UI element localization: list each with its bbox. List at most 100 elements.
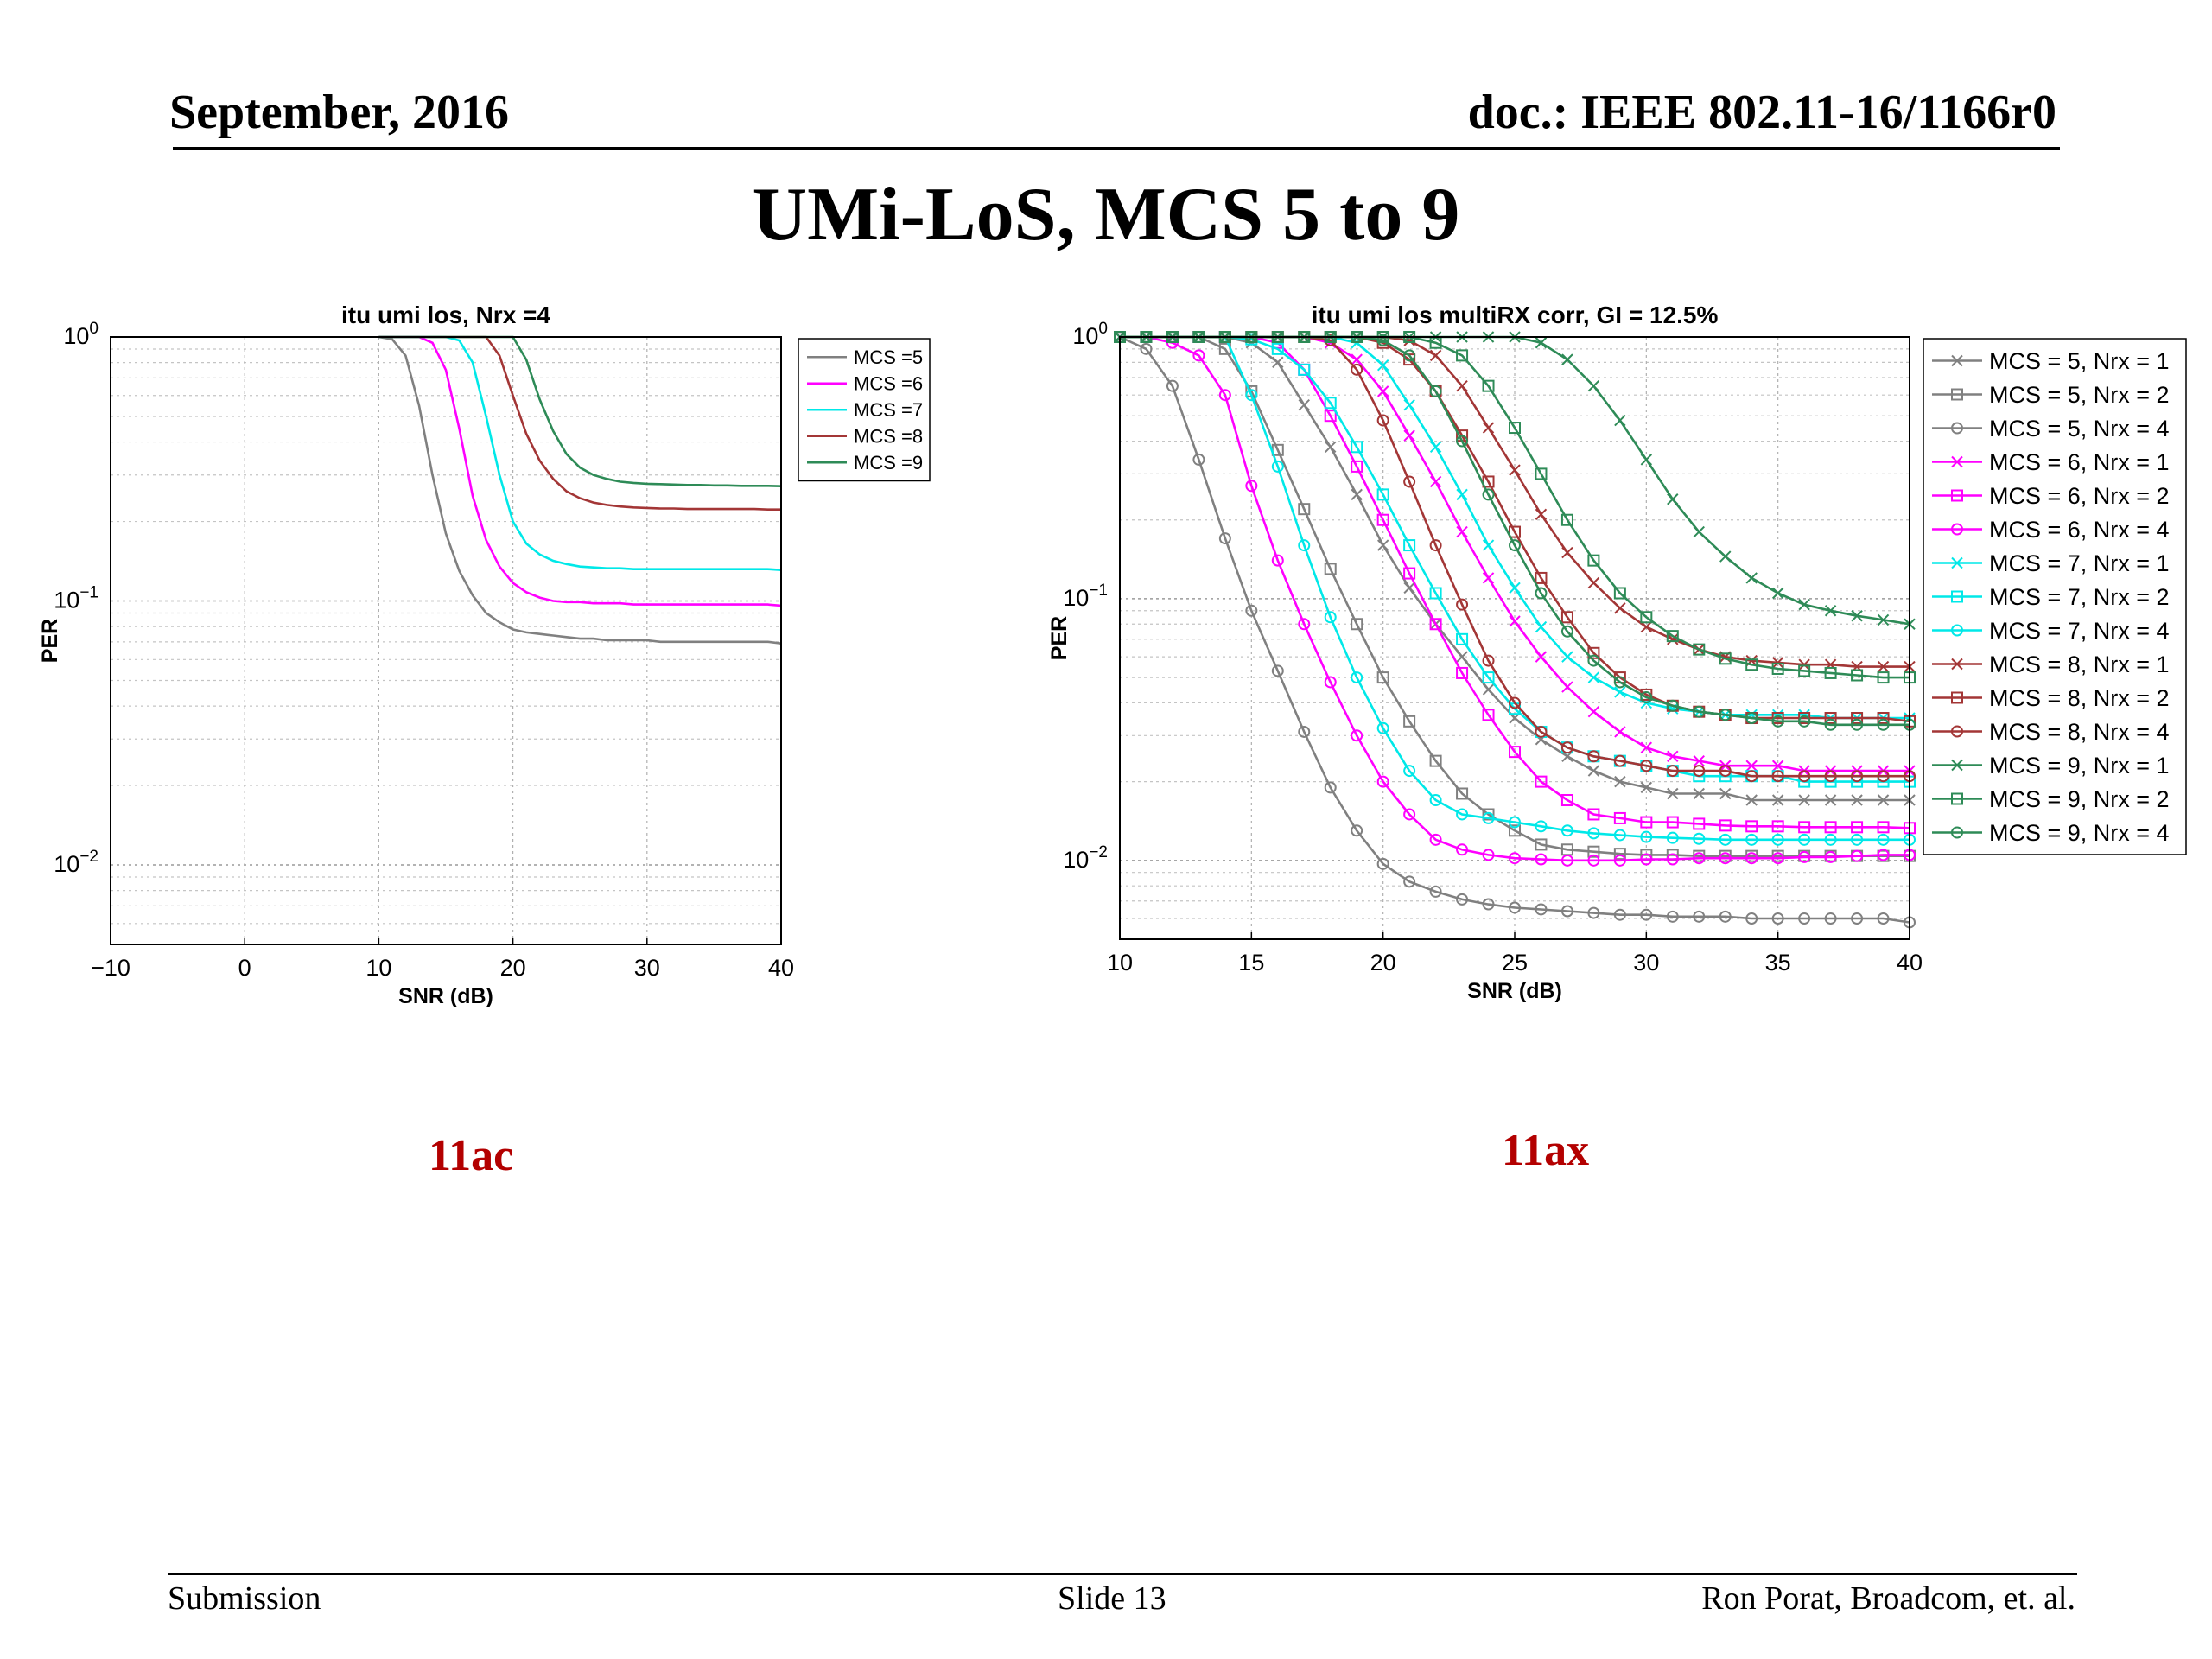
data-point: [1509, 464, 1521, 476]
data-point: [1482, 683, 1495, 696]
data-point: [1824, 770, 1837, 783]
x-tick-label: 25: [1502, 950, 1528, 976]
data-point: [1535, 337, 1548, 349]
marker-stroke: [1272, 356, 1284, 369]
marker-stroke: [1351, 488, 1363, 501]
data-point: [1613, 754, 1626, 767]
data-point: [1482, 539, 1495, 551]
x-tick-label: −10: [91, 955, 130, 981]
x-tick-label: 10: [1107, 950, 1133, 976]
marker-stroke: [1325, 441, 1337, 453]
marker-stroke: [1719, 787, 1732, 800]
data-point: [1560, 611, 1573, 624]
data-point: [1218, 532, 1231, 545]
data-point: [1693, 787, 1705, 800]
data-point: [1640, 454, 1653, 466]
data-point: [1666, 816, 1679, 829]
data-point: [1456, 488, 1468, 501]
data-point: [1298, 363, 1311, 376]
data-point: [1561, 546, 1573, 559]
data-point: [1456, 808, 1469, 821]
data-point: [1798, 664, 1811, 677]
data-point: [1693, 754, 1705, 767]
data-point: [1851, 718, 1864, 731]
data-point: [1298, 618, 1311, 631]
data-point: [1509, 824, 1521, 837]
data-point: [1403, 715, 1416, 728]
data-point: [1272, 356, 1284, 369]
data-point: [1429, 349, 1442, 362]
legend: MCS =5 MCS =6 MCS =7 MCS =8 MCS =9: [798, 338, 931, 482]
data-point: [1745, 572, 1758, 584]
data-point: [1771, 715, 1784, 728]
legend-entry: MCS = 7, Nrx = 1: [1932, 550, 2170, 576]
data-point: [1482, 811, 1495, 824]
data-point: [1351, 460, 1363, 473]
data-point: [1693, 643, 1706, 656]
data-point: [1640, 830, 1653, 843]
caption-right: 11ax: [1502, 1126, 1590, 1175]
data-point: [1535, 620, 1548, 633]
legend: MCS = 5, Nrx = 1 MCS = 5, Nrx = 2 MCS = 5,…: [1923, 338, 2187, 855]
marker-stroke: [1877, 613, 1890, 626]
data-point: [1456, 632, 1469, 645]
marker-stroke: [1456, 525, 1468, 538]
legend-label: MCS = 7, Nrx = 1: [1989, 550, 2170, 576]
data-point: [1613, 676, 1626, 689]
series-9: [1114, 331, 1916, 846]
data-point: [1376, 775, 1389, 788]
marker-stroke: [1587, 379, 1600, 392]
marker-stroke: [1614, 726, 1626, 738]
data-point: [1560, 625, 1573, 638]
data-point: [1693, 525, 1705, 538]
series-line: [1120, 335, 1910, 862]
footer-left: Submission: [168, 1580, 321, 1617]
data-point: [1851, 712, 1864, 725]
data-point: [1745, 770, 1758, 783]
marker-stroke: [1798, 598, 1810, 611]
legend-entry: MCS = 5, Nrx = 4: [1932, 416, 2170, 442]
data-point: [1298, 725, 1311, 738]
data-point: [1482, 709, 1495, 721]
data-point: [1587, 808, 1600, 821]
data-point: [1587, 671, 1600, 683]
data-point: [1877, 849, 1890, 861]
x-tick-label: 40: [1897, 950, 1923, 976]
marker-stroke: [1798, 658, 1810, 671]
data-point: [1667, 750, 1679, 762]
data-point: [1824, 718, 1837, 731]
marker-stroke: [1614, 775, 1626, 788]
data-point: [1587, 750, 1600, 763]
marker-stroke: [1693, 754, 1705, 767]
data-point: [1560, 794, 1573, 807]
legend-label: MCS = 7, Nrx = 2: [1989, 584, 2170, 610]
data-point: [1535, 587, 1548, 600]
legend-entry: MCS = 6, Nrx = 1: [1932, 449, 2170, 475]
marker-stroke: [1482, 539, 1495, 551]
marker-stroke: [1719, 550, 1732, 563]
data-point: [1403, 349, 1416, 362]
data-point: [1403, 398, 1415, 411]
data-point: [1771, 587, 1784, 600]
header-doc-id: doc.: IEEE 802.11-16/1166r0: [1467, 86, 2056, 139]
legend-entry: MCS = 8, Nrx = 4: [1932, 719, 2170, 745]
data-point: [1509, 852, 1521, 865]
data-point: [1456, 843, 1469, 856]
legend-marker: [1951, 759, 1963, 772]
marker-stroke: [1614, 686, 1626, 698]
data-point: [1877, 794, 1890, 806]
data-point: [1325, 441, 1337, 453]
marker-stroke: [1535, 508, 1548, 521]
data-point: [1482, 654, 1495, 667]
legend-marker: [1951, 523, 1963, 536]
data-point: [1666, 910, 1679, 923]
data-point: [1614, 775, 1626, 788]
data-point: [1509, 746, 1521, 759]
marker-stroke: [1482, 572, 1495, 584]
legend-entry: MCS = 9, Nrx = 1: [1932, 753, 2170, 779]
marker-stroke: [1403, 582, 1415, 594]
data-point: [1456, 379, 1468, 392]
data-point: [1745, 794, 1758, 806]
data-point: [1324, 563, 1337, 575]
data-point: [1509, 582, 1521, 594]
